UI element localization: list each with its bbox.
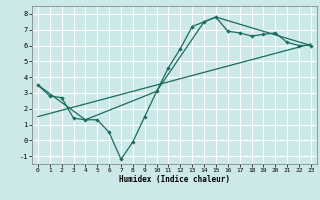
X-axis label: Humidex (Indice chaleur): Humidex (Indice chaleur) [119, 175, 230, 184]
